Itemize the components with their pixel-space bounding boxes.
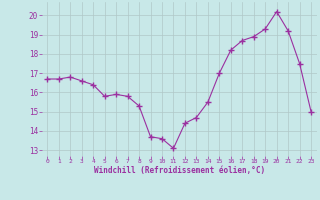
X-axis label: Windchill (Refroidissement éolien,°C): Windchill (Refroidissement éolien,°C) [94, 166, 265, 175]
